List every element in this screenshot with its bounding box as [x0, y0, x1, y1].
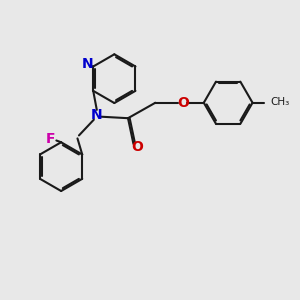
Text: O: O: [131, 140, 143, 154]
Text: CH₃: CH₃: [270, 97, 290, 106]
Text: N: N: [82, 57, 94, 71]
Text: O: O: [178, 96, 190, 110]
Text: F: F: [46, 132, 55, 146]
Text: N: N: [91, 108, 103, 122]
